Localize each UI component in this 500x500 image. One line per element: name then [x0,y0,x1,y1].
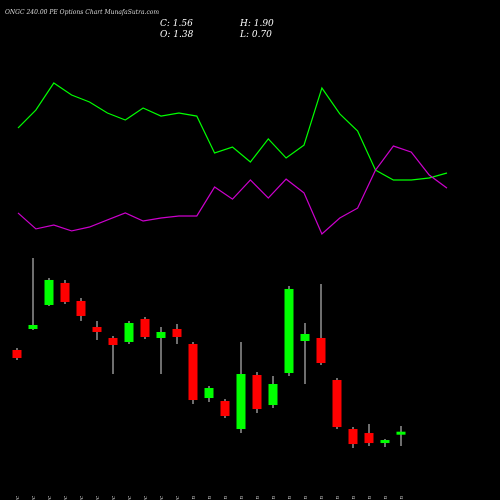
open-label: O: 1.38 [160,30,194,40]
candle-body [124,322,134,342]
candle-body [268,384,278,406]
x-tick-label: 17 Dec [31,496,37,500]
indicator-line [17,82,448,181]
x-tick-label: 06 Jan [239,496,245,500]
candle-body [44,279,54,305]
candle-body [172,328,182,337]
candle-body [188,343,198,401]
candle-body [156,331,166,338]
candle-body [28,324,38,329]
x-tick-label: 16 Dec [15,496,21,500]
candle-body [92,326,102,332]
candle-body [140,318,150,337]
x-tick-label: 24 Dec [111,496,117,500]
candle-body [364,433,374,444]
x-tick-label: 31 Dec [175,496,181,500]
x-tick-label: 19 Dec [63,496,69,500]
x-tick-label: 08 Jan [271,496,277,500]
candle-body [76,300,86,316]
candle-body [60,282,70,302]
x-tick-label: 10 Jan [303,496,309,500]
x-tick-label: 07 Jan [255,496,261,500]
x-tick-label: 18 Dec [47,496,53,500]
x-tick-label: 13 Jan [319,496,325,500]
candle-body [252,375,262,410]
candle-body [332,380,342,428]
candle-body [348,429,358,445]
x-tick-label: 15 Jan [351,496,357,500]
x-tick-label: 27 Dec [143,496,149,500]
candle-body [236,374,246,430]
x-tick-label: 03 Jan [223,496,229,500]
candle-body [396,431,406,435]
x-tick-label: 26 Dec [127,496,133,500]
high-label: H: 1.90 [239,19,274,29]
candle-body [284,288,294,374]
x-tick-label: 20 Jan [399,496,405,500]
candle-body [316,337,326,364]
chart-title: ONGC 240.00 PE Options Chart MunafaSutra… [5,9,159,16]
candle-body [220,401,230,417]
indicator-line [17,145,448,236]
x-tick-label: 01 Jan [191,496,197,500]
candle-body [12,349,22,359]
candle-body [108,337,118,345]
candle-body [380,440,390,444]
x-tick-label: 20 Dec [79,496,85,500]
candle-body [300,333,310,341]
x-tick-label: 14 Jan [335,496,341,500]
candle-body [204,388,214,399]
x-tick-label: 30 Dec [159,496,165,500]
x-tick-label: 02 Jan [207,496,213,500]
x-tick-label: 09 Jan [287,496,293,500]
low-label: L: 0.70 [239,30,272,40]
x-tick-label: 16 Jan [367,496,373,500]
x-tick-label: 17 Jan [383,496,389,500]
close-label: C: 1.56 [160,19,193,29]
x-tick-label: 23 Dec [95,496,101,500]
